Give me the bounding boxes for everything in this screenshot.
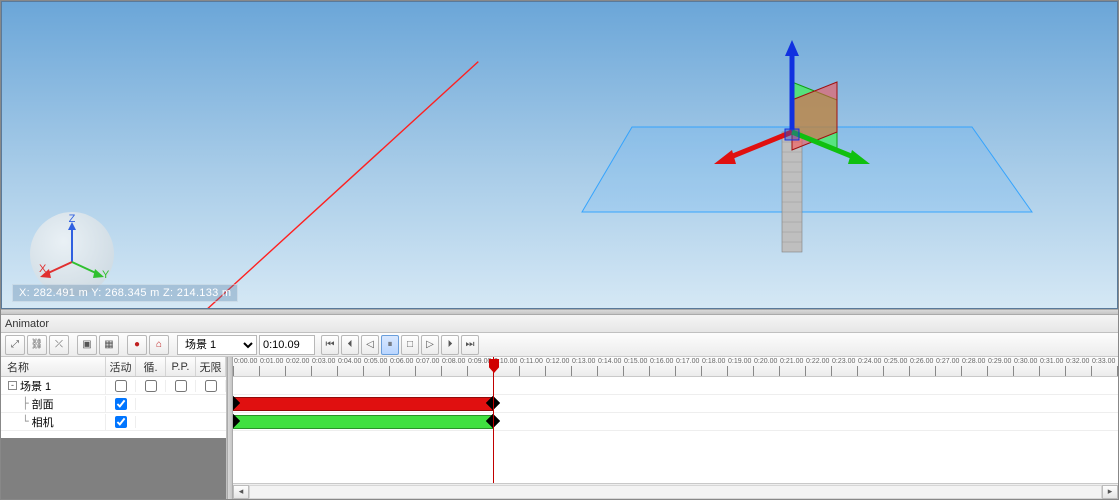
tree-checkbox[interactable] bbox=[175, 380, 187, 392]
ruler-label: 0:24.00 bbox=[858, 358, 881, 365]
ruler-label: 0:11.00 bbox=[520, 358, 543, 365]
link-icon[interactable]: ⛓ bbox=[27, 335, 47, 355]
animator-toolbar: ⤢⛓⤫ ▣▦ ●⌂ 场景 1 ⏮⏴◁⏸□▷⏵⏭ bbox=[1, 333, 1118, 357]
scene-gizmo[interactable] bbox=[562, 32, 1042, 272]
go-start-icon[interactable]: ⏮ bbox=[321, 335, 339, 355]
tree-checkbox[interactable] bbox=[205, 380, 217, 392]
ruler-label: 0:07.00 bbox=[416, 358, 439, 365]
tree-row-label: 相机 bbox=[32, 414, 54, 430]
tree-pane: 名称 活动 循. P.P. 无限 -场景 1 ├剖面 └相机 bbox=[1, 357, 227, 499]
scroll-track[interactable] bbox=[249, 485, 1102, 499]
ruler-label: 0:20.00 bbox=[754, 358, 777, 365]
tree-row[interactable]: └相机 bbox=[1, 413, 226, 431]
ruler-label: 0:32.00 bbox=[1066, 358, 1089, 365]
col-loop[interactable]: 循. bbox=[136, 357, 166, 376]
play-back-icon[interactable]: ◁ bbox=[361, 335, 379, 355]
tree-row-name[interactable]: ├剖面 bbox=[1, 396, 106, 412]
ruler-label: 0:28.00 bbox=[962, 358, 985, 365]
tree-row-name[interactable]: └相机 bbox=[1, 414, 106, 430]
record-icon[interactable]: ● bbox=[127, 335, 147, 355]
ruler-label: 0:31.00 bbox=[1040, 358, 1063, 365]
ruler-label: 0:00.00 bbox=[234, 358, 257, 365]
scroll-right-button[interactable]: ▸ bbox=[1102, 485, 1118, 499]
ruler-label: 0:22.00 bbox=[806, 358, 829, 365]
col-pp[interactable]: P.P. bbox=[166, 357, 196, 376]
track-bar[interactable] bbox=[233, 415, 493, 429]
viewport-3d[interactable]: Z X Y X: 282.491 m Y: 268.345 m Z: 214.1… bbox=[1, 1, 1118, 309]
timeline-ruler[interactable]: 0:00.000:01.000:02.000:03.000:04.000:05.… bbox=[233, 357, 1118, 377]
tree-empty-area bbox=[1, 438, 226, 499]
ruler-label: 0:06.00 bbox=[390, 358, 413, 365]
ruler-label: 0:03.00 bbox=[312, 358, 335, 365]
tree-body: -场景 1 ├剖面 └相机 bbox=[1, 377, 226, 438]
col-infinite[interactable]: 无限 bbox=[196, 357, 226, 376]
timeline-tracks[interactable] bbox=[233, 377, 1118, 483]
axis-y-label: Y bbox=[102, 269, 110, 281]
tree-checkbox[interactable] bbox=[115, 398, 127, 410]
timeline-pane: 0:00.000:01.000:02.000:03.000:04.000:05.… bbox=[233, 357, 1118, 499]
tree-expander-icon[interactable]: - bbox=[8, 381, 17, 390]
ruler-label: 0:13.00 bbox=[572, 358, 595, 365]
pause-icon[interactable]: ⏸ bbox=[381, 335, 399, 355]
ruler-label: 0:18.00 bbox=[702, 358, 725, 365]
tree-row[interactable]: ├剖面 bbox=[1, 395, 226, 413]
ruler-label: 0:19.00 bbox=[728, 358, 751, 365]
app-root: Z X Y X: 282.491 m Y: 268.345 m Z: 214.1… bbox=[0, 0, 1119, 500]
scroll-left-button[interactable]: ◂ bbox=[233, 485, 249, 499]
ruler-label: 0:23.00 bbox=[832, 358, 855, 365]
time-input[interactable] bbox=[259, 335, 315, 355]
animator-lower: 名称 活动 循. P.P. 无限 -场景 1 ├剖面 └相机 0:00.000:01… bbox=[1, 357, 1118, 499]
track-row[interactable] bbox=[233, 395, 1118, 413]
tree-row[interactable]: -场景 1 bbox=[1, 377, 226, 395]
home-icon[interactable]: ⌂ bbox=[149, 335, 169, 355]
ruler-label: 0:26.00 bbox=[910, 358, 933, 365]
ruler-label: 0:30.00 bbox=[1014, 358, 1037, 365]
scene-select[interactable]: 场景 1 bbox=[177, 335, 257, 355]
tree-checkbox[interactable] bbox=[115, 380, 127, 392]
ruler-label: 0:21.00 bbox=[780, 358, 803, 365]
tree-row-label: 剖面 bbox=[32, 396, 54, 412]
ruler-label: 0:27.00 bbox=[936, 358, 959, 365]
transport-controls: ⏮⏴◁⏸□▷⏵⏭ bbox=[321, 335, 479, 355]
col-name[interactable]: 名称 bbox=[1, 357, 106, 376]
tree-checkbox[interactable] bbox=[145, 380, 157, 392]
tree-header: 名称 活动 循. P.P. 无限 bbox=[1, 357, 226, 377]
ruler-label: 0:12.00 bbox=[546, 358, 569, 365]
go-end-icon[interactable]: ⏭ bbox=[461, 335, 479, 355]
panel-title: Animator bbox=[1, 315, 1118, 333]
unlink-icon[interactable]: ⤫ bbox=[49, 335, 69, 355]
ruler-label: 0:33.00 bbox=[1092, 358, 1115, 365]
ruler-label: 0:25.00 bbox=[884, 358, 907, 365]
ruler-label: 0:16.00 bbox=[650, 358, 673, 365]
play-icon[interactable]: ▷ bbox=[421, 335, 439, 355]
timeline-scrollbar[interactable]: ◂ ▸ bbox=[233, 483, 1118, 499]
tree-checkbox[interactable] bbox=[115, 416, 127, 428]
playhead[interactable] bbox=[493, 357, 494, 483]
ruler-label: 0:01.00 bbox=[260, 358, 283, 365]
ruler-label: 0:05.00 bbox=[364, 358, 387, 365]
axis-z-label: Z bbox=[69, 213, 76, 225]
ruler-label: 0:09.00 bbox=[468, 358, 491, 365]
capture-icon[interactable]: ▣ bbox=[77, 335, 97, 355]
step-back-icon[interactable]: ⏴ bbox=[341, 335, 359, 355]
ruler-label: 0:15.00 bbox=[624, 358, 647, 365]
ruler-label: 0:02.00 bbox=[286, 358, 309, 365]
stop-icon[interactable]: □ bbox=[401, 335, 419, 355]
ruler-label: 0:29.00 bbox=[988, 358, 1011, 365]
fit-view-icon[interactable]: ⤢ bbox=[5, 335, 25, 355]
coordinates-readout: X: 282.491 m Y: 268.345 m Z: 214.133 m bbox=[12, 284, 238, 302]
ruler-label: 0:14.00 bbox=[598, 358, 621, 365]
ruler-label: 0:04.00 bbox=[338, 358, 361, 365]
ruler-label: 0:08.00 bbox=[442, 358, 465, 365]
track-row[interactable] bbox=[233, 413, 1118, 431]
step-fwd-icon[interactable]: ⏵ bbox=[441, 335, 459, 355]
track-bar[interactable] bbox=[233, 397, 493, 411]
tree-row-label: 场景 1 bbox=[20, 378, 51, 394]
axis-x-label: X bbox=[39, 263, 47, 275]
tree-row-name[interactable]: -场景 1 bbox=[1, 378, 106, 394]
ruler-label: 0:17.00 bbox=[676, 358, 699, 365]
grid-icon[interactable]: ▦ bbox=[99, 335, 119, 355]
track-row[interactable] bbox=[233, 377, 1118, 395]
col-active[interactable]: 活动 bbox=[106, 357, 136, 376]
